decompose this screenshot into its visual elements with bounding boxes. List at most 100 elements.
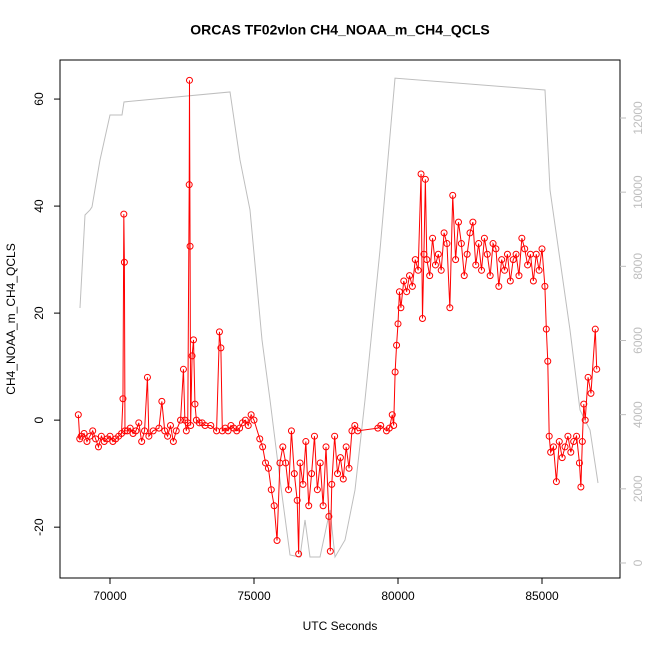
data-point [545, 432, 553, 440]
data-point [161, 427, 169, 435]
data-point [581, 416, 589, 424]
data-point [285, 486, 293, 494]
x-tick-label: 85000 [525, 589, 559, 603]
chart-title: ORCAS TF02vlon CH4_NOAA_m_CH4_QCLS [190, 22, 490, 38]
data-point [264, 464, 272, 472]
data-point [177, 416, 185, 424]
data-point [296, 459, 304, 467]
data-point [293, 496, 301, 504]
data-point [463, 250, 471, 258]
data-point [187, 421, 195, 429]
data-point [182, 427, 190, 435]
data-point [423, 256, 431, 264]
data-point [215, 328, 223, 336]
data-point [469, 218, 477, 226]
y-tick-label: -20 [32, 518, 46, 536]
data-point [478, 266, 486, 274]
y2-tick-label: 12000 [631, 101, 645, 135]
data-point [241, 416, 249, 424]
data-point [316, 459, 324, 467]
data-point [532, 250, 540, 258]
data-point [529, 277, 537, 285]
data-point [564, 432, 572, 440]
data-point [119, 395, 127, 403]
data-point [169, 438, 177, 446]
data-point [550, 443, 558, 451]
data-point [188, 352, 196, 360]
data-point [224, 427, 232, 435]
data-point [145, 432, 153, 440]
data-point [411, 256, 419, 264]
data-point [191, 400, 199, 408]
data-point [394, 320, 402, 328]
data-point [495, 282, 503, 290]
data-point [267, 486, 275, 494]
data-point [256, 435, 264, 443]
data-point [421, 175, 429, 183]
data-point [417, 170, 425, 178]
x-axis-label: UTC Seconds [303, 619, 378, 633]
data-point [443, 240, 451, 248]
data-point [334, 470, 342, 478]
data-point [587, 389, 595, 397]
data-point [80, 430, 88, 438]
data-point [547, 448, 555, 456]
data-point [483, 250, 491, 258]
data-point [132, 427, 140, 435]
data-point [185, 181, 193, 189]
data-point [542, 325, 550, 333]
data-point [452, 256, 460, 264]
y2-tick-label: 8000 [631, 253, 645, 280]
data-point [97, 432, 105, 440]
data-point [120, 210, 128, 218]
data-point [236, 424, 244, 432]
data-point [457, 240, 465, 248]
data-point [302, 438, 310, 446]
data-point [388, 411, 396, 419]
data-point [282, 459, 290, 467]
data-point [326, 547, 334, 555]
data-point [143, 373, 151, 381]
data-point [328, 480, 336, 488]
data-point [250, 416, 258, 424]
data-point [591, 325, 599, 333]
data-point [190, 336, 198, 344]
y2-tick-label: 0 [631, 559, 645, 566]
data-point [106, 432, 114, 440]
data-point [506, 277, 514, 285]
data-point [322, 443, 330, 451]
data-point [492, 245, 500, 253]
data-point [126, 424, 134, 432]
data-point [541, 282, 549, 290]
data-point [120, 258, 128, 266]
data-point [489, 240, 497, 248]
data-point [310, 432, 318, 440]
data-point [561, 443, 569, 451]
data-point [135, 419, 143, 427]
plot-frame [59, 59, 621, 579]
data-point [195, 419, 203, 427]
data-point [395, 288, 403, 296]
data-point [331, 432, 339, 440]
y-tick-label: 20 [32, 306, 46, 320]
y-axis-label: CH4_NOAA_m_CH4_QCLS [4, 243, 18, 394]
data-point [279, 443, 287, 451]
data-point [351, 421, 359, 429]
data-point [578, 438, 586, 446]
y-tick-label: 60 [32, 92, 46, 106]
data-point [390, 421, 398, 429]
data-point [515, 272, 523, 280]
data-point [475, 240, 483, 248]
data-point [400, 277, 408, 285]
data-point [449, 191, 457, 199]
data-point [295, 550, 303, 558]
data-point [166, 421, 174, 429]
data-point [584, 373, 592, 381]
data-point [555, 438, 563, 446]
data-point [454, 218, 462, 226]
data-point [336, 454, 344, 462]
data-point [158, 397, 166, 405]
data-point [397, 304, 405, 312]
